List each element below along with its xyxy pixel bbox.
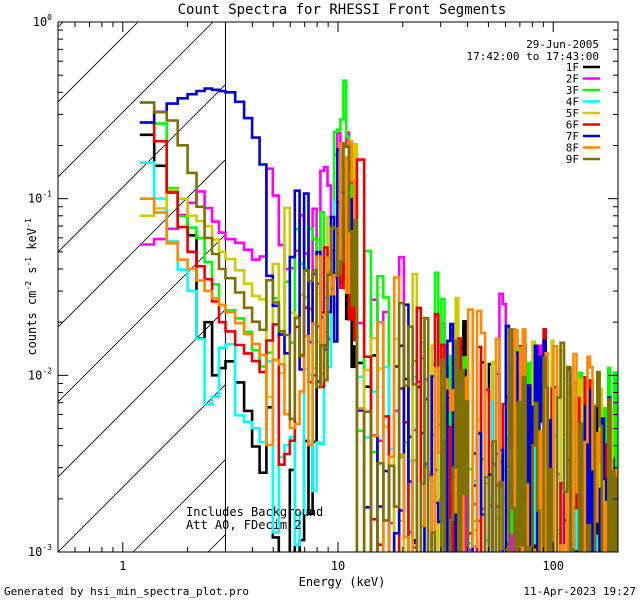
y-label-s: s (25, 267, 39, 281)
legend-label-4F: 4F (566, 96, 579, 109)
time-range-label: 17:42:00 to 17:43:00 (467, 50, 599, 63)
y-label-exp-kev: -1 (24, 218, 33, 228)
series-layer (139, 79, 618, 552)
y-label-kev: keV (25, 228, 39, 257)
legend-label-7F: 7F (566, 130, 579, 143)
legend-label-3F: 3F (566, 84, 579, 97)
annotation-attenuator: Att A0, FDecim 2 (186, 518, 302, 532)
y-tick-label: 100 (33, 13, 52, 29)
annotation-background: Includes Background (186, 505, 323, 519)
legend-label-1F: 1F (566, 61, 579, 74)
y-label-units: counts cm (25, 291, 39, 356)
x-tick-label: 1 (119, 559, 126, 573)
legend-label-2F: 2F (566, 73, 579, 86)
y-tick-label: 10-3 (28, 543, 52, 559)
y-label-exp-cm: -2 (24, 281, 33, 291)
chart-title: Count Spectra for RHESSI Front Segments (178, 2, 507, 18)
x-axis-label: Energy (keV) (299, 575, 386, 589)
legend-label-5F: 5F (566, 107, 579, 120)
legend-label-8F: 8F (566, 142, 579, 155)
axis-ticks: 1 10 100 10-3 10-2 10-1 100 (28, 13, 619, 573)
y-tick-label: 10-2 (28, 366, 52, 382)
y-tick-label: 10-1 (28, 190, 52, 206)
footer-timestamp: 11-Apr-2023 19:27 (523, 585, 636, 598)
hatched-region (58, 22, 226, 552)
legend-label-9F: 9F (566, 153, 579, 166)
footer-generated-by: Generated by hsi_min_spectra_plot.pro (4, 585, 249, 598)
x-tick-label: 10 (331, 559, 345, 573)
date-label: 29-Jun-2005 (526, 38, 599, 51)
series-9F (139, 101, 618, 552)
x-tick-label: 100 (542, 559, 564, 573)
legend-label-6F: 6F (566, 119, 579, 132)
y-label-exp-s: -1 (24, 257, 33, 267)
y-axis-label: counts cm-2 s-1 keV-1 (24, 218, 39, 355)
